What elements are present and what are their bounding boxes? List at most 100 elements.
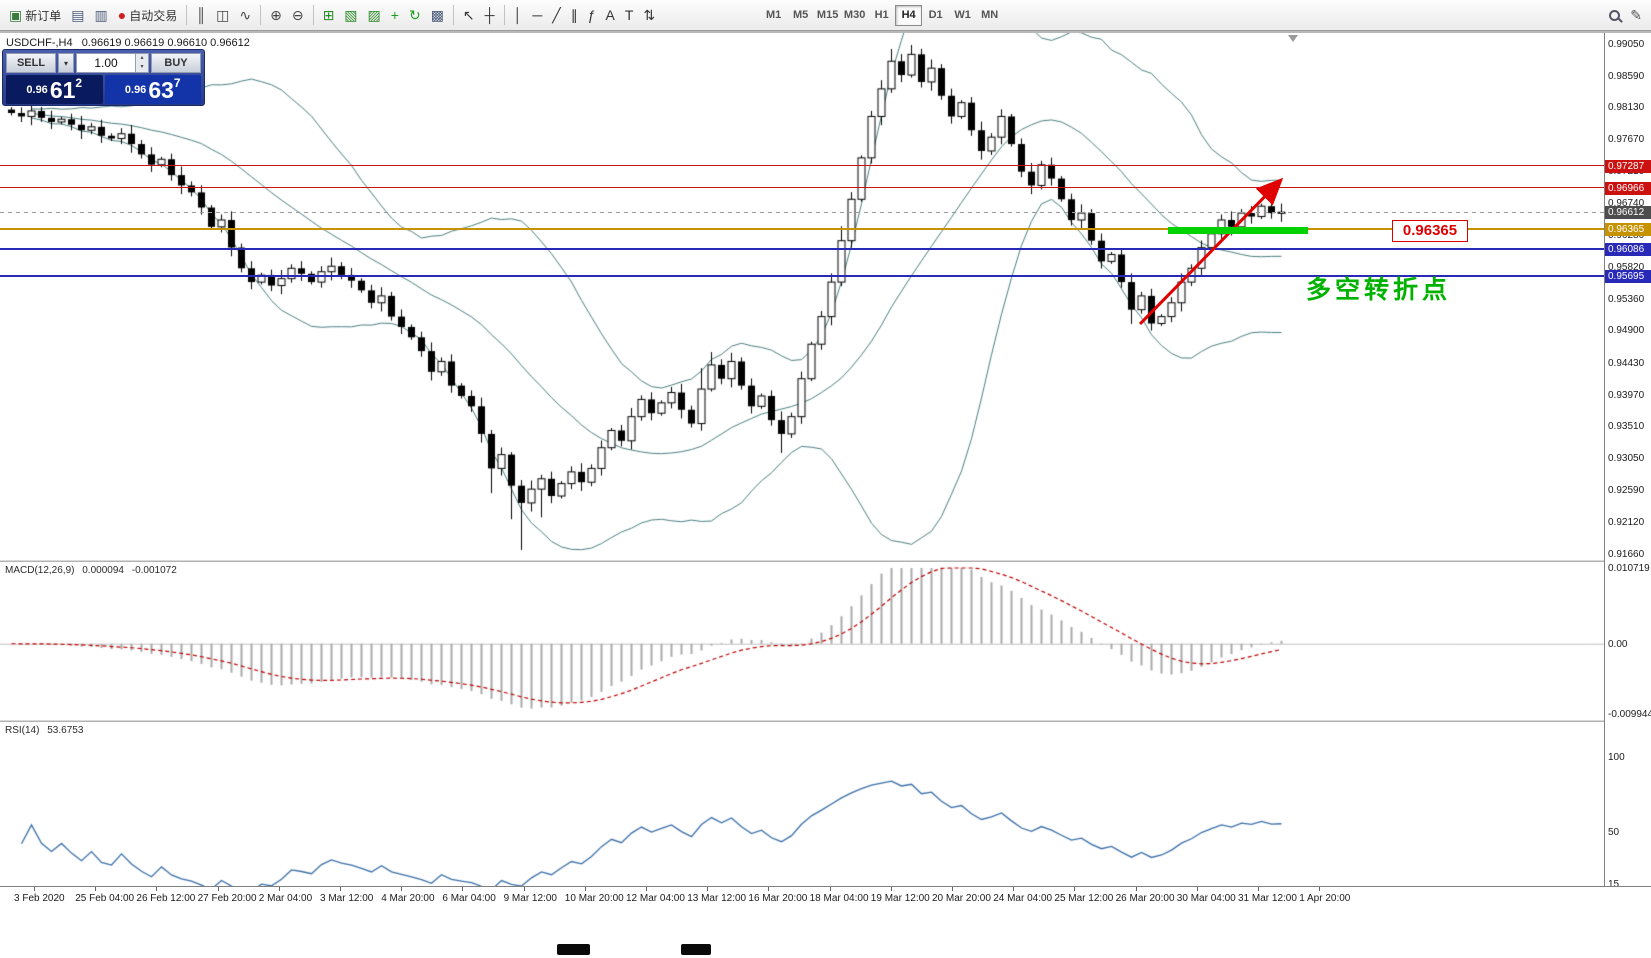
cursor-button[interactable]: ↖	[458, 3, 480, 27]
timeframe-h1-button[interactable]: H1	[874, 9, 889, 21]
buy-button[interactable]: BUY	[151, 53, 201, 73]
toolbar-separator	[312, 5, 314, 25]
date-tick	[95, 887, 97, 891]
date-label: 9 Mar 12:00	[503, 893, 557, 904]
date-tick	[1258, 887, 1259, 891]
rsi-scale-label: 50	[1608, 826, 1620, 838]
timeframe-d1-button[interactable]: D1	[928, 9, 943, 21]
support-zone-highlight[interactable]	[1168, 227, 1308, 235]
volume-value[interactable]: 1.00	[94, 56, 118, 70]
quick-edit-button[interactable]: ✎	[1625, 3, 1647, 27]
date-label: 1 Apr 20:00	[1299, 893, 1351, 904]
text-button[interactable]: A	[600, 3, 619, 27]
timeframe-m30-button[interactable]: M30	[843, 9, 866, 21]
timeframe-h4-button[interactable]: H4	[895, 4, 923, 26]
add-indicator-button[interactable]: +	[386, 3, 404, 27]
rsi-scale-label: 15	[1608, 878, 1620, 890]
price-scale[interactable]: 0.990500.985900.981300.976700.972100.967…	[1604, 33, 1651, 890]
cursor-icon: ↖	[462, 7, 475, 23]
date-label: 26 Mar 20:00	[1115, 893, 1175, 904]
candlestick-chart-button[interactable]: ◫	[211, 3, 234, 27]
vertical-line-button[interactable]: │	[509, 3, 528, 27]
price-scale-label: 0.98590	[1608, 70, 1645, 82]
autotrade-button[interactable]: ● 自动交易	[113, 3, 182, 27]
candlestick-chart-icon: ◫	[216, 7, 230, 23]
vertical-line-icon: │	[513, 7, 523, 23]
pivot-annotation-text[interactable]: 多空转折点	[1306, 276, 1452, 304]
spinner-up-icon[interactable]: ▴	[136, 54, 148, 63]
toolbar-separator	[503, 5, 505, 25]
volume-input[interactable]: 1.00 ▴ ▾	[76, 53, 149, 73]
horizontal-level-line[interactable]	[0, 247, 1604, 250]
date-label: 12 Mar 04:00	[626, 893, 685, 904]
data-window-button[interactable]: ▥	[89, 3, 112, 27]
timeframe-m5-button[interactable]: M5	[792, 9, 809, 21]
line-chart-button[interactable]: ∿	[234, 3, 256, 27]
bar-chart-button[interactable]: ║	[191, 3, 211, 27]
toolbar-separator	[186, 5, 188, 25]
trendline-icon: ╱	[552, 7, 561, 23]
date-tick	[646, 887, 647, 891]
macd-pane-separator[interactable]	[0, 560, 1651, 562]
rsi-pane-separator[interactable]	[0, 720, 1651, 722]
new-order-button[interactable]: ▣ 新订单	[4, 3, 66, 27]
current-price-badge: 0.96612	[1605, 206, 1651, 220]
price-target-label[interactable]: 0.96365	[1392, 220, 1468, 242]
horizontal-level-line[interactable]	[0, 228, 1604, 231]
rsi-canvas[interactable]	[0, 722, 1604, 886]
price-scale-label: 0.99050	[1608, 39, 1645, 50]
date-label: 3 Feb 2020	[14, 893, 65, 904]
trendline-button[interactable]: ╱	[547, 3, 565, 27]
price-level-badge: 0.97287	[1605, 159, 1651, 173]
horizontal-line-button[interactable]: ─	[527, 3, 547, 27]
chart-profile-button[interactable]: ▤	[66, 3, 89, 27]
fibonacci-button[interactable]: ƒ	[583, 3, 601, 27]
date-label: 25 Mar 12:00	[1054, 893, 1114, 904]
annotation-layer	[1138, 177, 1284, 326]
chart-shift-marker[interactable]	[1288, 35, 1298, 42]
buy-price-button[interactable]: 0.96 63 7	[104, 75, 201, 104]
timeframe-m15-button[interactable]: M15	[816, 9, 839, 21]
price-level-badge: 0.96365	[1605, 223, 1651, 237]
order-type-dropdown[interactable]: ▾	[58, 53, 74, 73]
macd-label: MACD(12,26,9) 0.000094 -0.001072	[5, 565, 182, 576]
rsi-scale-label: 100	[1608, 752, 1625, 763]
search-icon	[1609, 9, 1621, 21]
zoom-in-icon: ⊕	[270, 7, 282, 23]
sell-price-sup: 2	[75, 75, 83, 90]
tile-windows-button[interactable]: ⊞	[318, 3, 340, 27]
date-tick	[462, 887, 464, 891]
text-icon: A	[605, 7, 615, 23]
chevron-down-icon: ▾	[63, 58, 68, 68]
timeframe-mn-button[interactable]: MN	[981, 9, 999, 21]
macd-canvas[interactable]	[0, 562, 1604, 720]
price-chart-canvas[interactable]	[0, 33, 1604, 560]
time-scale[interactable]: 3 Feb 2020 25 Feb 04:00 26 Feb 12:00 27 Feb…	[0, 886, 1651, 908]
search-button[interactable]	[1604, 3, 1625, 27]
date-tick	[523, 887, 525, 891]
horizontal-level-line[interactable]	[0, 165, 1604, 167]
price-scale-label: 0.94900	[1608, 325, 1645, 337]
period-button[interactable]: ↻	[404, 3, 426, 27]
rsi-value: 53.6753	[47, 725, 84, 736]
arrows-button[interactable]: ⇅	[638, 3, 660, 27]
crosshair-button[interactable]: ┼	[480, 3, 500, 27]
sell-button[interactable]: SELL	[6, 53, 56, 73]
channel-button[interactable]: ∥	[566, 3, 583, 27]
timeframe-m1-button[interactable]: M1	[765, 9, 782, 21]
price-scale-label: 0.92590	[1608, 484, 1645, 496]
profiles-button[interactable]: ▨	[363, 3, 386, 27]
new-chart-button[interactable]: ▧	[339, 3, 362, 27]
trend-arrow[interactable]	[1138, 177, 1284, 326]
horizontal-level-line[interactable]	[0, 274, 1604, 277]
profiles-icon: ▨	[367, 7, 381, 23]
zoom-out-button[interactable]: ⊖	[287, 3, 309, 27]
spinner-down-icon[interactable]: ▾	[136, 63, 148, 72]
horizontal-level-line[interactable]	[0, 187, 1604, 189]
template-button[interactable]: ▩	[426, 3, 449, 27]
label-button[interactable]: T	[620, 3, 639, 27]
timeframe-w1-button[interactable]: W1	[954, 9, 971, 21]
zoom-in-button[interactable]: ⊕	[265, 3, 287, 27]
price-level-badge: 0.95695	[1605, 269, 1651, 283]
sell-price-button[interactable]: 0.96 61 2	[6, 75, 103, 104]
